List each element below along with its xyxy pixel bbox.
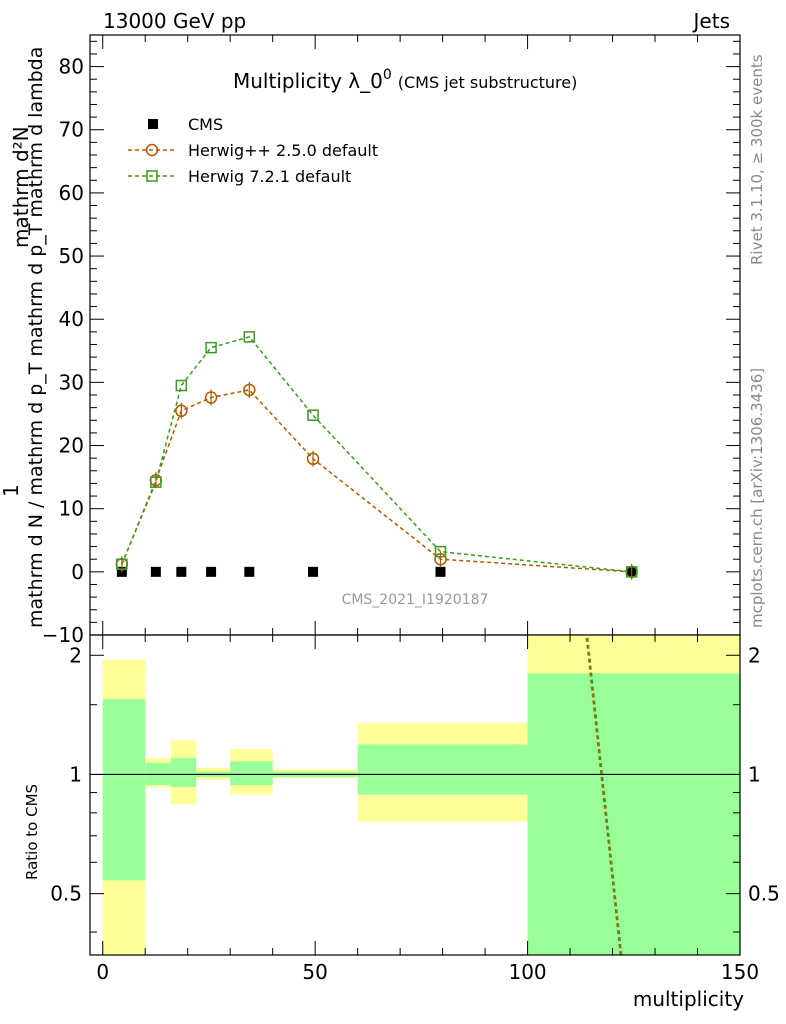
ratio-y-tick-label-right-1: 1 (748, 762, 761, 786)
herwigpp-point-2 (175, 404, 188, 418)
main-y-tick-label-8: 70 (59, 118, 84, 142)
cms-point-2 (176, 566, 187, 577)
ratio-green-band-7 (527, 673, 740, 955)
herwig7-point-2 (175, 379, 188, 392)
main-y-tick-label-6: 50 (59, 244, 84, 268)
main-title-sup: 0 (383, 67, 392, 83)
legend: CMS Herwig++ 2.5.0 default Herwig 7.2.1 … (128, 115, 378, 186)
main-title-sub: (CMS jet substructure) (398, 73, 578, 92)
series-line-2 (121, 336, 632, 573)
herwig7-point-5 (307, 409, 319, 421)
main-ylabel-numerator: mathrm d²N (9, 126, 33, 248)
ratio-curve-1 (586, 635, 623, 955)
herwig7-point-4 (243, 331, 256, 343)
herwigpp-point-6 (434, 552, 447, 566)
x-axis-label: multiplicity (633, 987, 744, 1011)
herwig7-point-6 (434, 545, 447, 558)
herwig7-point-7 (625, 566, 638, 578)
main-title-text: Multiplicity λ_0 (233, 69, 383, 93)
herwigpp-point-4 (243, 383, 256, 397)
main-y-axis-label: mathrm d²N 1 mathrm d N / mathrm d p_T m… (0, 47, 47, 628)
x-tick-label-0: 0 (96, 960, 109, 984)
ratio-panel: 0 50 100 150 0.5 0.5 1 1 2 2 (50, 634, 780, 984)
ratio-green-band-6 (357, 744, 528, 795)
x-tick-label-3: 150 (721, 960, 759, 984)
cms-point-1 (150, 566, 161, 577)
ratio-y-tick-label-left-2: 2 (69, 643, 82, 667)
ratio-green-band-2 (170, 758, 197, 787)
legend-label-herwig7: Herwig 7.2.1 default (188, 167, 351, 186)
ratio-y-axis-label: Ratio to CMS (23, 784, 41, 880)
main-ylabel-denominator: 1 (0, 484, 23, 497)
x-tick-label-1: 50 (302, 960, 327, 984)
legend-label-herwigpp: Herwig++ 2.5.0 default (188, 141, 378, 160)
header-energy-label: 13000 GeV pp (103, 9, 246, 33)
ratio-y-tick-label-right-2: 2 (748, 643, 761, 667)
legend-marker-cms (148, 119, 158, 129)
herwig7-point-0 (116, 558, 128, 571)
herwig7-point-3 (205, 341, 217, 354)
analysis-watermark: CMS_2021_I1920187 (342, 592, 489, 608)
ratio-y-tick-label-left-0: 0.5 (50, 882, 82, 906)
legend-entry-herwig7: Herwig 7.2.1 default (128, 167, 351, 186)
legend-marker-herwigpp (145, 143, 159, 157)
main-ylabel-full: mathrm d N / mathrm d p_T mathrm d p_T m… (25, 47, 47, 628)
series-line-1 (121, 389, 632, 573)
main-y-tick-label-0: −10 (42, 623, 84, 647)
legend-entry-cms: CMS (148, 115, 223, 134)
rivet-label: Rivet 3.1.10, ≥ 300k events (748, 54, 766, 265)
main-y-tick-label-3: 20 (59, 434, 84, 458)
cms-point-4 (244, 566, 255, 577)
x-tick-label-2: 100 (508, 960, 546, 984)
herwig7-point-1 (150, 476, 162, 488)
main-y-tick-label-1: 0 (71, 560, 84, 584)
ratio-frame (89, 634, 741, 956)
herwigpp-point-5 (306, 452, 320, 466)
main-y-tick-label-4: 30 (59, 370, 84, 394)
legend-marker-herwig7 (146, 170, 158, 182)
legend-entry-herwigpp: Herwig++ 2.5.0 default (128, 141, 378, 160)
ratio-curve-0 (585, 635, 622, 955)
ratio-y-tick-label-left-1: 1 (69, 762, 82, 786)
mcplots-label: mcplots.cern.ch [arXiv:1306.3436] (748, 368, 766, 628)
ratio-green-band-4 (230, 761, 273, 786)
ratio-y-tick-label-right-0: 0.5 (748, 882, 780, 906)
main-y-tick-label-5: 40 (59, 307, 84, 331)
header-jets-label: Jets (692, 9, 730, 33)
legend-label-cms: CMS (188, 115, 223, 134)
herwigpp-point-3 (204, 391, 218, 404)
main-y-tick-label-2: 10 (59, 497, 84, 521)
main-panel: −10 0 10 20 30 40 50 60 70 80 (42, 34, 741, 647)
main-title: Multiplicity λ_00 (CMS jet substructure) (233, 67, 577, 93)
cms-point-3 (206, 566, 217, 577)
main-y-tick-label-7: 60 (59, 181, 84, 205)
ratio-green-band-0 (102, 699, 146, 881)
cms-point-5 (308, 566, 319, 577)
main-y-tick-label-9: 80 (59, 55, 84, 79)
cms-point-6 (435, 566, 446, 577)
